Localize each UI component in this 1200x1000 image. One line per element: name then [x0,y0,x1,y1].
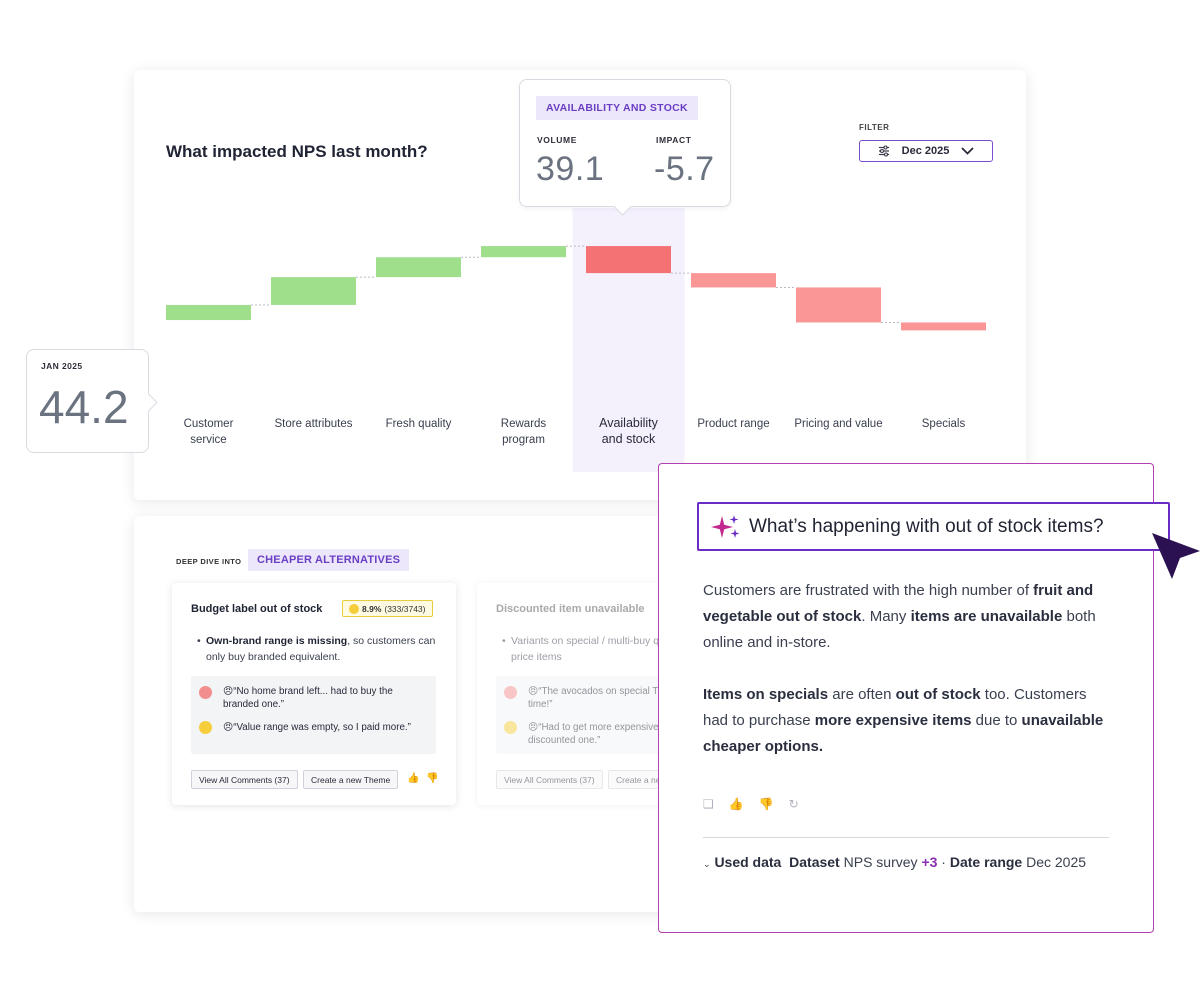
ai-highlight: items are unavailable [910,608,1063,625]
thumbs-down-icon[interactable]: 👎 [426,773,439,784]
impact-value: -5.7 [654,150,715,188]
ai-highlight: more expensive items [814,712,972,729]
ai-text-run: . Many [861,608,911,625]
view-all-comments-button[interactable]: View All Comments (37) [191,770,298,789]
filter-dropdown[interactable]: Dec 2025 [859,140,993,162]
category-label: Customer service [184,418,234,446]
theme-title: Discounted item unavailable [496,603,645,615]
used-data-row[interactable]: ⌄ Used data Dataset NPS survey +3 · Date… [703,854,1086,870]
chart-title: What impacted NPS last month? [166,142,428,161]
deep-dive-theme[interactable]: CHEAPER ALTERNATIVES [248,549,410,571]
quote: 😠“No home brand left... had to buy the b… [223,686,393,710]
theme-card[interactable]: Budget label out of stock 8.9% (333/3743… [172,583,456,805]
ai-text-run: due to [971,712,1022,729]
ai-text-run: are often [828,686,896,703]
waterfall-bar[interactable] [166,304,251,321]
category-label: Fresh quality [386,418,452,430]
summary-text: , so customers can only buy branded equi… [206,635,436,663]
waterfall-bar[interactable] [796,287,881,323]
angry-face-icon [504,686,517,699]
start-value-box: JAN 2025 44.2 [26,349,149,453]
waterfall-bar[interactable] [691,273,776,288]
percentage-badge: 8.9% (333/3743) [342,600,433,617]
theme-title: Budget label out of stock [191,603,323,615]
thumbs-up-icon[interactable]: 👍 [407,773,420,784]
badge-percent: 8.9% [362,603,382,614]
view-all-comments-button[interactable]: View All Comments (37) [496,770,603,789]
ai-highlight: Items on specials [703,686,829,703]
date-range-label: Date range [949,854,1023,870]
waterfall-bar[interactable] [271,277,356,305]
ai-text-run: both online and in-store. [703,608,1096,651]
category-label: Product range [697,418,769,430]
volume-value: 39.1 [536,150,605,188]
dataset-value: NPS survey [843,854,918,870]
chevron-down-icon: ⌄ [703,859,711,869]
tooltip-category: AVAILABILITY AND STOCK [536,96,698,120]
sparkles-icon [711,514,740,538]
ai-question-text: What’s happening with out of stock items… [749,515,1104,537]
waterfall-bar[interactable] [481,246,566,258]
used-data-label: Used data [714,854,782,870]
ai-highlight: unavailable cheaper options. [703,712,1104,755]
neutral-face-icon [349,603,359,614]
ai-highlight: fruit and vegetable out of stock [703,582,1094,625]
waterfall-bar[interactable] [901,322,986,331]
smiley-face-icon [504,721,517,734]
summary-bold: Own-brand range is missing [206,635,348,647]
ai-text-run: Customers are frustrated with the high n… [703,582,1034,599]
quote: 😠“Value range was empty, so I paid more.… [223,722,411,733]
category-label: Rewards program [501,418,547,446]
badge-count: (333/3743) [384,603,426,614]
category-label: Specials [922,418,966,430]
ai-paragraph: Items on specials are often out of stock… [703,682,1113,760]
waterfall-chart: Customer service Store attributes Fresh qua… [166,208,986,472]
quote: 😠“The avocados on special Thursday lunch… [528,686,720,710]
category-label: Store attributes [275,418,353,430]
thumbs-up-icon[interactable]: 👍 [728,797,744,811]
refresh-icon[interactable]: ↻ [788,797,799,811]
date-range-value: Dec 2025 [1026,854,1087,870]
start-value: 44.2 [39,381,129,433]
dataset-label: Dataset [789,854,840,870]
smiley-face-icon [199,721,212,734]
copy-icon[interactable]: ❏ [703,797,714,811]
category-label: Availability and stock [599,416,659,446]
filter-value: Dec 2025 [901,145,950,157]
waterfall-bar[interactable] [376,257,461,278]
ai-answer-panel: What’s happening with out of stock items… [658,463,1170,933]
separator-dot: · [941,854,946,870]
create-theme-button[interactable]: Create a new Theme [303,770,399,789]
mouse-pointer-icon [1152,533,1200,579]
ai-highlight: out of stock [895,686,981,703]
quote: 😠“Had to get more expensive instead of d… [528,722,704,746]
waterfall-bar[interactable] [586,246,671,274]
thumbs-down-icon[interactable]: 👎 [758,797,774,811]
ai-question-box[interactable]: What’s happening with out of stock items… [697,502,1170,551]
theme-summary: Own-brand range is missing, so customers… [197,633,446,665]
ai-actions: ❏ 👍 👎 ↻ [703,797,799,811]
dataset-more-badge[interactable]: +3 [921,854,938,870]
bar-tooltip: AVAILABILITY AND STOCK VOLUME 39.1 IMPAC… [519,79,731,207]
angry-face-icon [199,686,212,699]
sliders-icon [878,145,889,157]
impact-label: IMPACT [656,135,692,145]
ai-text-run: too. Customers had to purchase [703,686,1087,729]
volume-label: VOLUME [537,135,577,145]
category-label: Pricing and value [794,418,882,430]
deep-dive-label: DEEP DIVE INTO [176,557,242,566]
divider [703,837,1109,838]
quotes-box: 😠“No home brand left... had to buy the b… [191,676,436,754]
start-label: JAN 2025 [41,361,83,371]
filter-label: FILTER [859,123,890,132]
chevron-down-icon [961,147,974,155]
ai-paragraph: Customers are frustrated with the high n… [703,578,1113,656]
